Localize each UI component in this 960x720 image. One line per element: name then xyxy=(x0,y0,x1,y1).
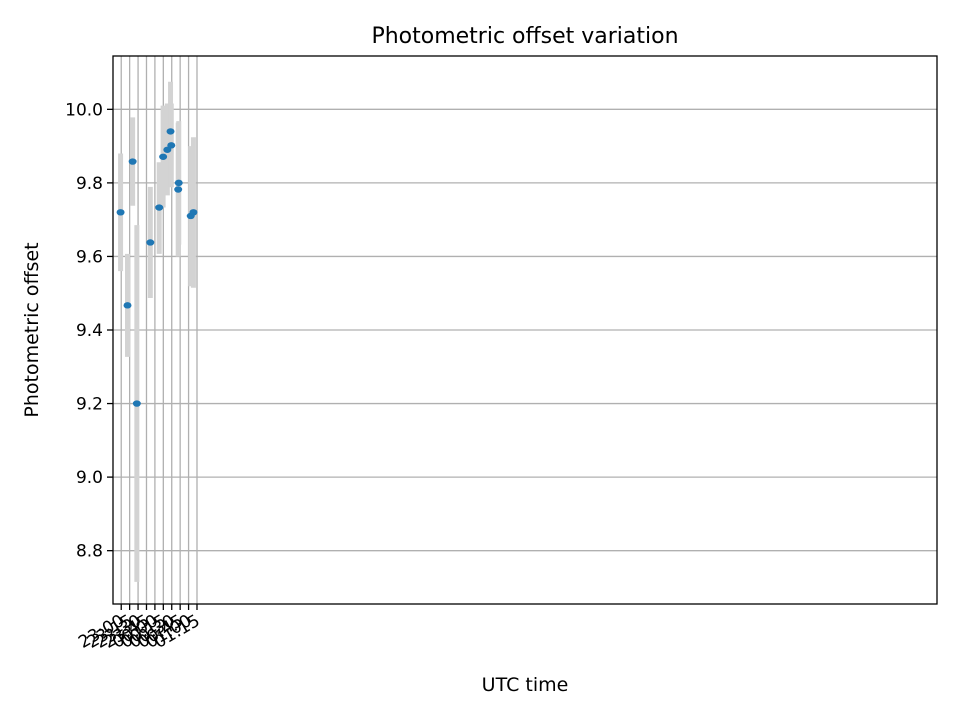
chart-title: Photometric offset variation xyxy=(371,24,678,49)
data-point xyxy=(174,186,183,193)
data-point xyxy=(189,209,198,216)
y-tick-label: 9.4 xyxy=(76,321,103,341)
data-points xyxy=(116,128,198,407)
data-point xyxy=(123,302,132,309)
y-tick-label: 10.0 xyxy=(65,100,103,120)
data-point xyxy=(132,400,141,407)
data-point xyxy=(166,128,175,135)
data-point xyxy=(155,204,164,211)
y-tick-label: 9.0 xyxy=(76,468,103,488)
data-point xyxy=(163,146,172,153)
data-point xyxy=(167,142,176,149)
data-point xyxy=(116,209,125,216)
y-tick-label: 9.6 xyxy=(76,247,103,267)
data-point xyxy=(159,153,168,160)
y-axis: 8.8 9.0 9.2 9.4 9.6 9.8 10.0 xyxy=(65,100,113,562)
data-point xyxy=(146,239,155,246)
y-axis-label: Photometric offset xyxy=(21,242,43,417)
x-axis-label: UTC time xyxy=(482,674,569,696)
y-tick-label: 9.8 xyxy=(76,174,103,194)
data-point xyxy=(128,158,137,165)
y-tick-label: 9.2 xyxy=(76,395,103,415)
data-point xyxy=(174,179,183,187)
y-tick-label: 8.8 xyxy=(76,542,103,562)
